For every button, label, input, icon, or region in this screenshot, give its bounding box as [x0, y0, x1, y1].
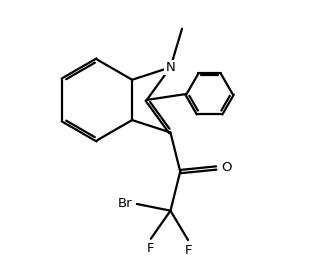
Text: O: O: [222, 162, 232, 175]
Text: F: F: [184, 244, 192, 257]
Text: Br: Br: [118, 197, 132, 210]
Text: N: N: [166, 61, 175, 74]
Text: F: F: [147, 242, 155, 255]
